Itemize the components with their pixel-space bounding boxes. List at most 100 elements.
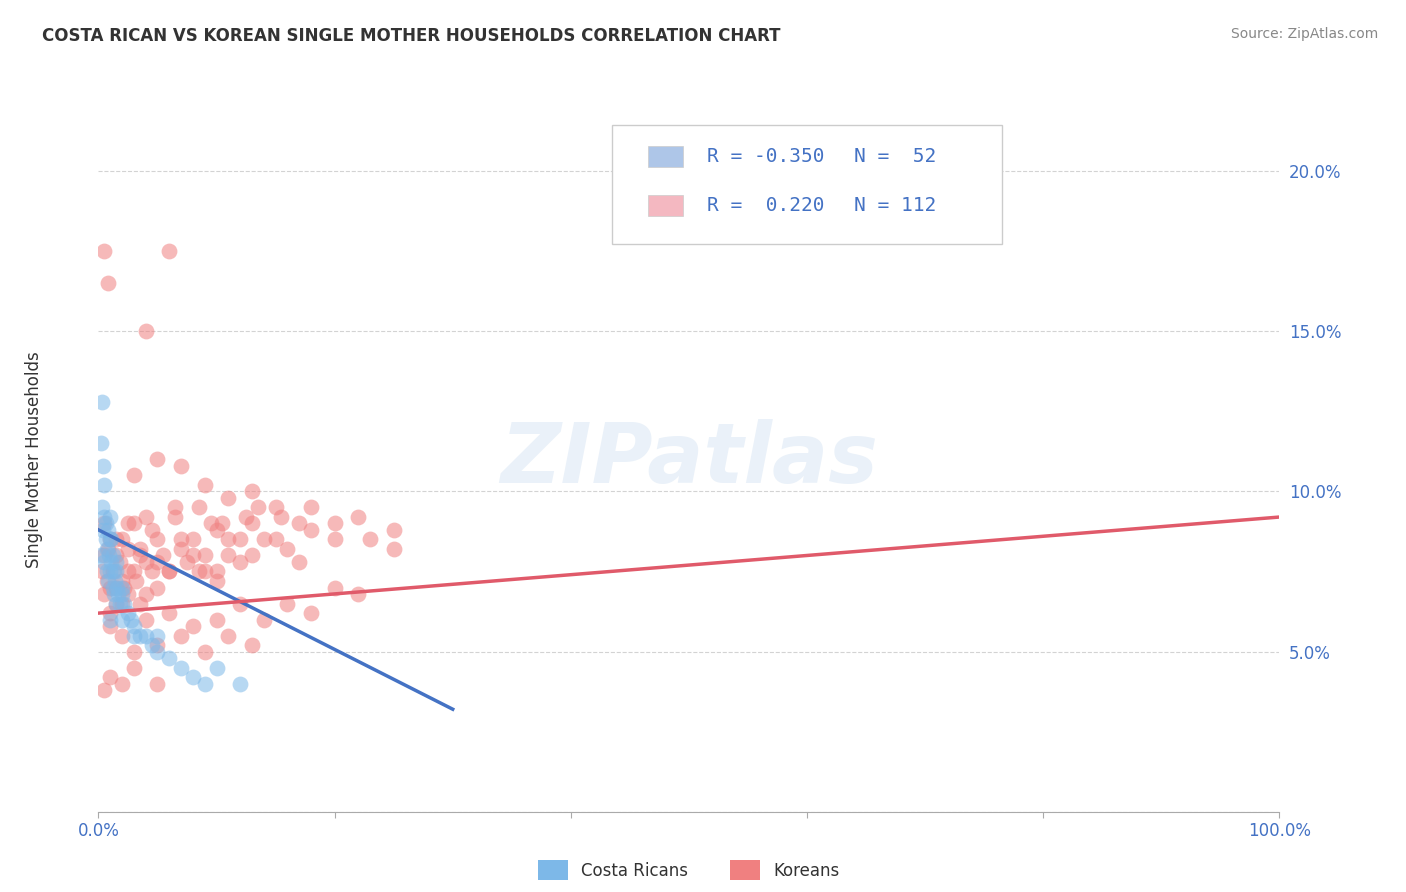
Text: R =  0.220: R = 0.220 [707, 196, 824, 215]
Text: COSTA RICAN VS KOREAN SINGLE MOTHER HOUSEHOLDS CORRELATION CHART: COSTA RICAN VS KOREAN SINGLE MOTHER HOUS… [42, 27, 780, 45]
Point [240, 638, 263, 652]
Point [96, 565, 118, 579]
Point [146, 644, 169, 658]
Point [121, 613, 143, 627]
Text: N = 112: N = 112 [855, 196, 936, 215]
Point [90, 436, 112, 450]
Point [105, 549, 128, 563]
Point [217, 549, 239, 563]
Point [146, 581, 169, 595]
Point [382, 523, 405, 537]
Point [146, 628, 169, 642]
Point [170, 533, 193, 547]
Point [187, 565, 209, 579]
Point [217, 533, 239, 547]
Point [91, 458, 114, 473]
Point [146, 638, 169, 652]
Point [103, 565, 125, 579]
Point [288, 555, 311, 569]
Point [194, 676, 217, 690]
Point [170, 660, 193, 674]
Point [205, 574, 228, 588]
Point [359, 533, 381, 547]
Point [200, 516, 222, 531]
Point [246, 500, 269, 515]
Point [101, 565, 124, 579]
Point [128, 542, 150, 557]
Point [103, 587, 125, 601]
Point [229, 533, 252, 547]
Point [93, 587, 115, 601]
Point [157, 565, 180, 579]
Point [100, 555, 122, 569]
Point [135, 555, 157, 569]
Point [229, 676, 252, 690]
Point [170, 458, 193, 473]
Point [157, 606, 180, 620]
Point [105, 533, 128, 547]
Point [90, 549, 112, 563]
Point [97, 542, 120, 557]
Point [98, 606, 121, 620]
Point [170, 542, 193, 557]
Point [122, 619, 145, 633]
Point [217, 491, 239, 505]
Bar [648, 145, 683, 167]
Point [98, 533, 121, 547]
Point [128, 549, 150, 563]
Point [146, 676, 169, 690]
Point [205, 523, 228, 537]
Point [157, 244, 180, 259]
Point [93, 478, 115, 492]
Point [111, 628, 134, 642]
Point [111, 574, 134, 588]
Point [323, 533, 346, 547]
Point [91, 500, 114, 515]
Point [253, 613, 276, 627]
Point [98, 619, 121, 633]
Point [235, 510, 257, 524]
Point [94, 516, 117, 531]
Point [122, 565, 145, 579]
Point [117, 587, 139, 601]
Point [146, 533, 169, 547]
Point [98, 510, 121, 524]
Text: Source: ZipAtlas.com: Source: ZipAtlas.com [1230, 27, 1378, 41]
Point [141, 638, 163, 652]
Point [112, 597, 135, 611]
Point [105, 597, 128, 611]
Point [146, 452, 169, 467]
Point [117, 542, 139, 557]
Point [94, 533, 117, 547]
Point [111, 676, 134, 690]
Point [157, 651, 180, 665]
Point [264, 500, 287, 515]
Point [98, 549, 121, 563]
Point [101, 549, 124, 563]
Point [205, 660, 228, 674]
Text: ZIPatlas: ZIPatlas [501, 419, 877, 500]
Point [135, 324, 157, 338]
Point [157, 565, 180, 579]
Point [128, 628, 150, 642]
Point [299, 523, 322, 537]
Point [97, 574, 120, 588]
Point [98, 581, 121, 595]
Point [98, 565, 121, 579]
Point [181, 533, 204, 547]
Point [347, 587, 370, 601]
Point [98, 670, 121, 684]
Point [299, 606, 322, 620]
Point [240, 516, 263, 531]
Point [146, 555, 169, 569]
Legend: Costa Ricans, Koreans: Costa Ricans, Koreans [530, 852, 848, 888]
Point [101, 581, 124, 595]
Point [105, 597, 128, 611]
Point [112, 581, 135, 595]
Point [347, 510, 370, 524]
Point [276, 542, 298, 557]
Point [152, 549, 174, 563]
Point [240, 484, 263, 499]
Point [194, 565, 217, 579]
Point [323, 516, 346, 531]
